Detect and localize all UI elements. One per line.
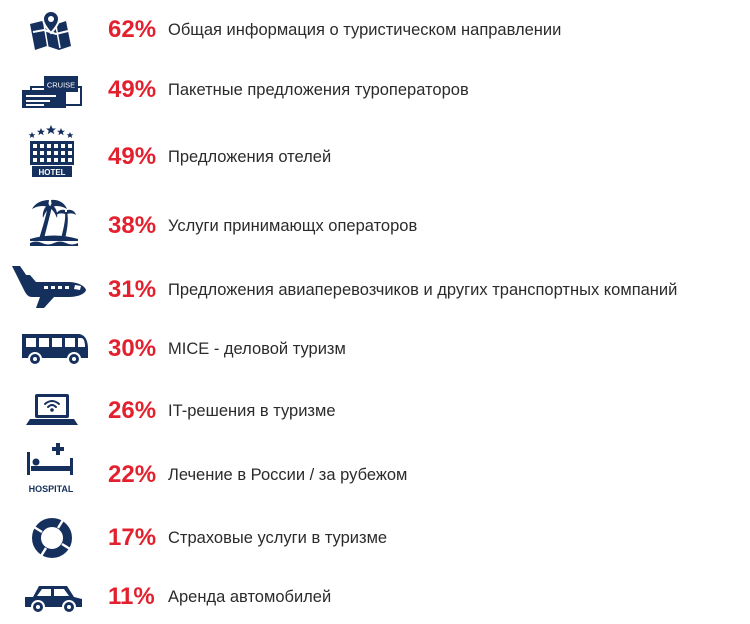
percent-value: 49%	[108, 143, 157, 170]
category-label: IT-решения в туризме	[168, 402, 336, 420]
laptop-wifi-icon	[18, 391, 88, 431]
list-item: 62% Общая информация о туристическом нап…	[0, 9, 750, 50]
percent-value: 11%	[108, 583, 155, 610]
map-icon	[18, 9, 88, 50]
percent-value: 49%	[108, 76, 157, 103]
category-label: Предложения отелей	[168, 148, 332, 166]
list-item: 11% Аренда автомобилей	[0, 577, 750, 617]
category-label: Лечение в России / за рубежом	[168, 466, 408, 484]
hotel-icon: HOTEL	[18, 125, 88, 177]
percent-value: 17%	[108, 524, 157, 551]
car-icon	[18, 577, 88, 617]
list-item: 30% MICE - деловой туризм	[0, 329, 750, 369]
percent-value: 26%	[108, 397, 157, 424]
airplane-icon	[12, 266, 88, 310]
list-item: 17% Страховые услуги в туризме	[0, 518, 750, 558]
category-label: Услуги принимающх операторов	[168, 217, 418, 235]
bus-icon	[18, 329, 88, 369]
category-label: MICE - деловой туризм	[168, 340, 346, 358]
list-item: 31% Предложения авиаперевозчиков и други…	[0, 266, 750, 310]
category-label: Общая информация о туристическом направл…	[168, 21, 562, 39]
lifebuoy-icon	[18, 518, 88, 558]
list-item: 26% IT-решения в туризме	[0, 391, 750, 431]
category-label: Страховые услуги в туризме	[168, 529, 388, 547]
cruise-ticket-icon: CRUISE	[18, 70, 88, 110]
list-item: CRUISE 49% Пакетные предложения туропера…	[0, 70, 750, 110]
percent-value: 30%	[108, 335, 157, 362]
category-label: Предложения авиаперевозчиков и других тр…	[168, 281, 678, 299]
cruise-text: CRUISE	[47, 81, 75, 90]
percent-value: 22%	[108, 461, 157, 488]
percent-value: 31%	[108, 276, 157, 303]
hospital-text: HOSPITAL	[29, 484, 74, 494]
list-item: 38% Услуги принимающх операторов	[0, 199, 750, 246]
hotel-text: HOTEL	[38, 168, 65, 177]
palm-beach-icon	[18, 199, 88, 246]
category-label: Аренда автомобилей	[168, 588, 332, 606]
category-label: Пакетные предложения туроператоров	[168, 81, 469, 99]
percent-value: 62%	[108, 16, 157, 43]
list-item: HOSPITAL 22% Лечение в России / за рубеж…	[0, 443, 750, 495]
hospital-bed-icon: HOSPITAL	[18, 443, 88, 495]
percent-value: 38%	[108, 212, 157, 239]
list-item: HOTEL 49% Предложения отелей	[0, 125, 750, 177]
